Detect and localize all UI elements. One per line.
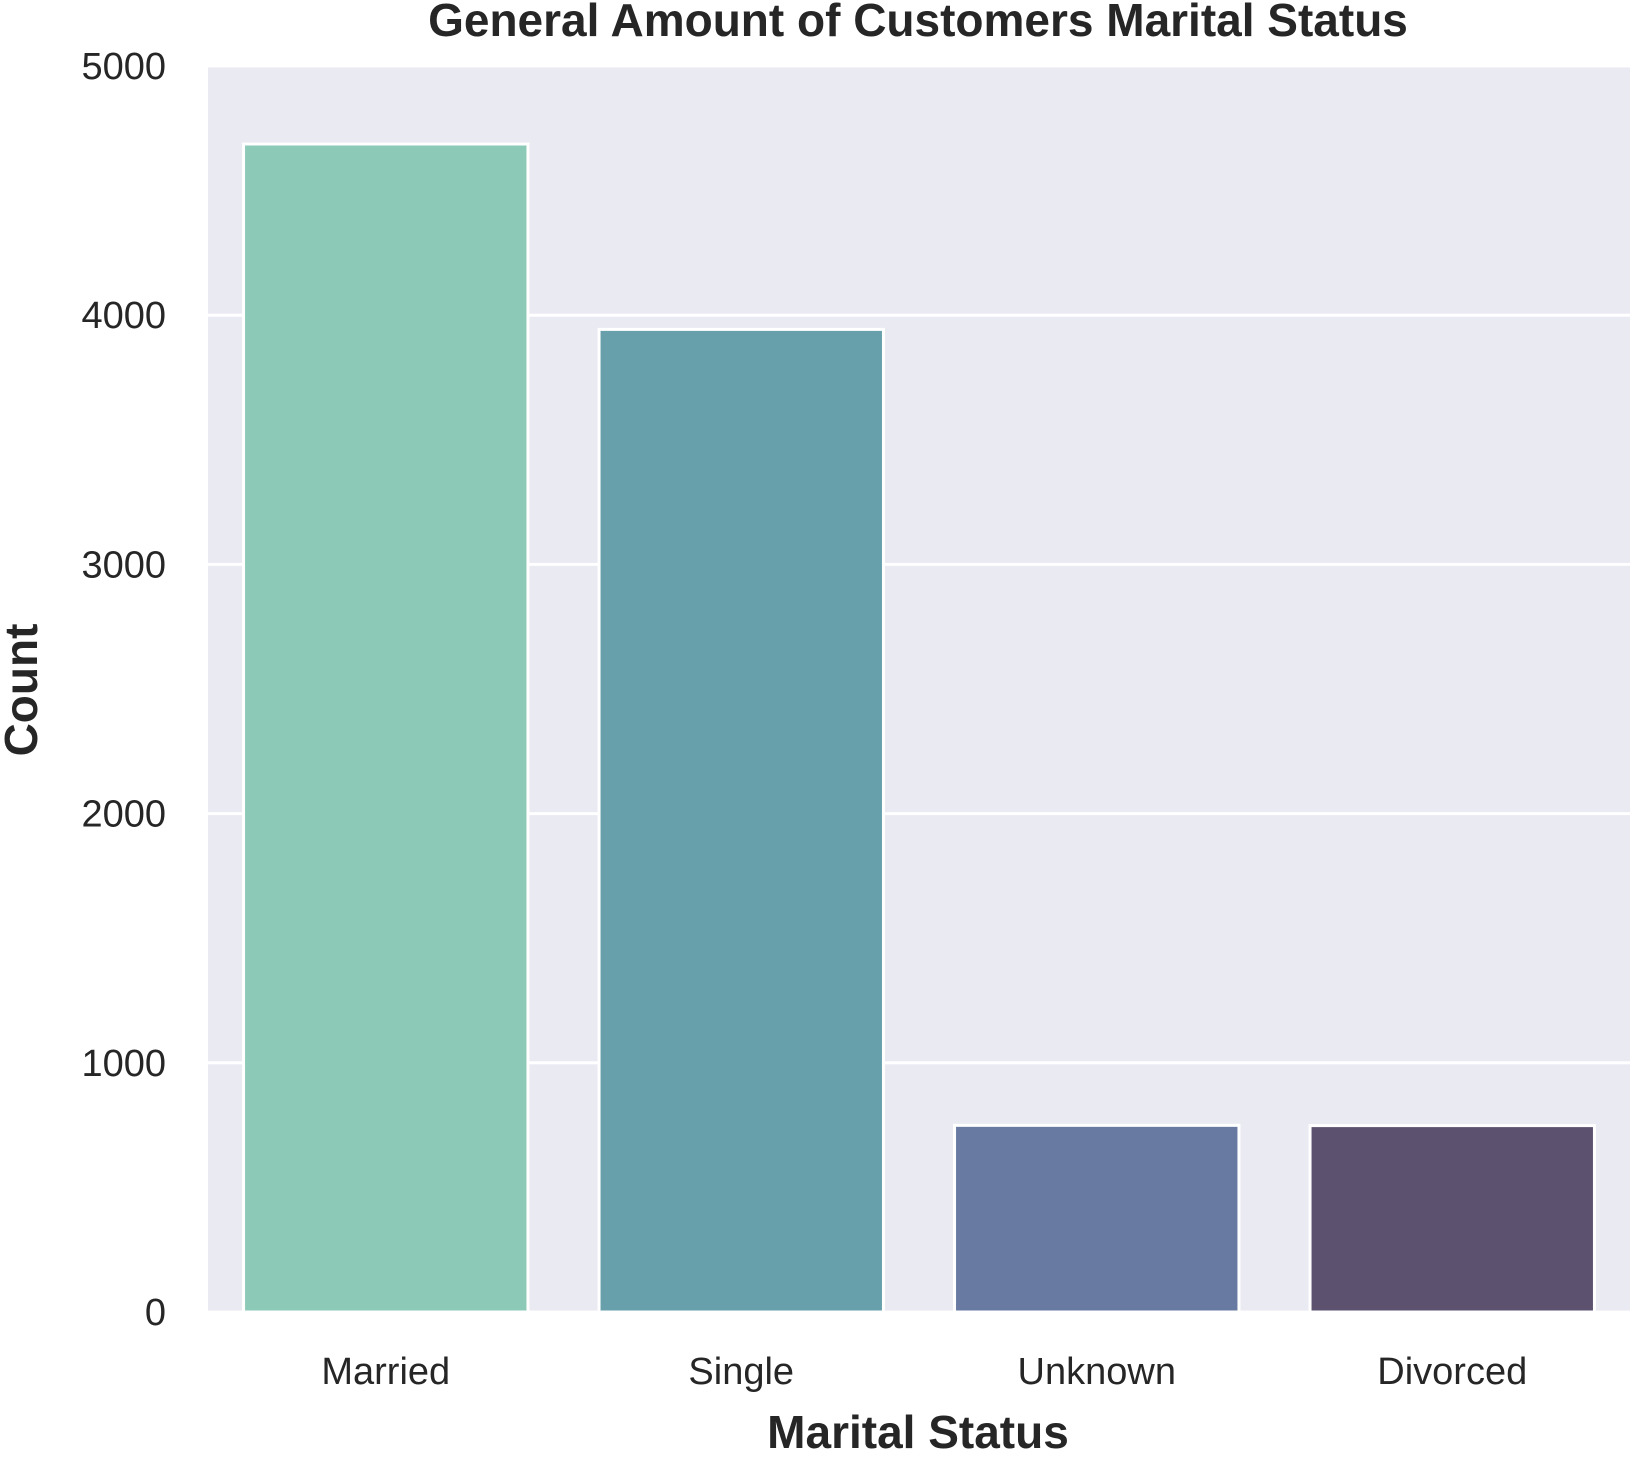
y-tick-label: 2000: [81, 794, 166, 836]
y-tick-label: 5000: [81, 46, 166, 88]
bar-married: [242, 142, 530, 1314]
x-tick-label: Unknown: [1018, 1351, 1176, 1393]
bar-divorced: [1308, 1124, 1596, 1314]
chart-title: General Amount of Customers Marital Stat…: [428, 0, 1408, 46]
x-tick-label: Single: [688, 1351, 794, 1393]
x-axis-title: Marital Status: [767, 1406, 1069, 1458]
x-tick-label: Married: [321, 1351, 450, 1393]
bar-unknown: [953, 1123, 1241, 1314]
y-tick-label: 4000: [81, 295, 166, 337]
bar-single: [597, 327, 885, 1314]
x-tick-label: Divorced: [1377, 1351, 1527, 1393]
y-axis-ticks: 0 1000 2000 3000 4000 5000: [81, 46, 166, 1334]
y-tick-label: 0: [145, 1292, 166, 1334]
y-axis-title: Count: [0, 624, 47, 757]
y-tick-label: 3000: [81, 544, 166, 586]
bars: [242, 142, 1596, 1314]
y-tick-label: 1000: [81, 1043, 166, 1085]
x-axis-ticks: Married Single Unknown Divorced: [321, 1351, 1527, 1393]
